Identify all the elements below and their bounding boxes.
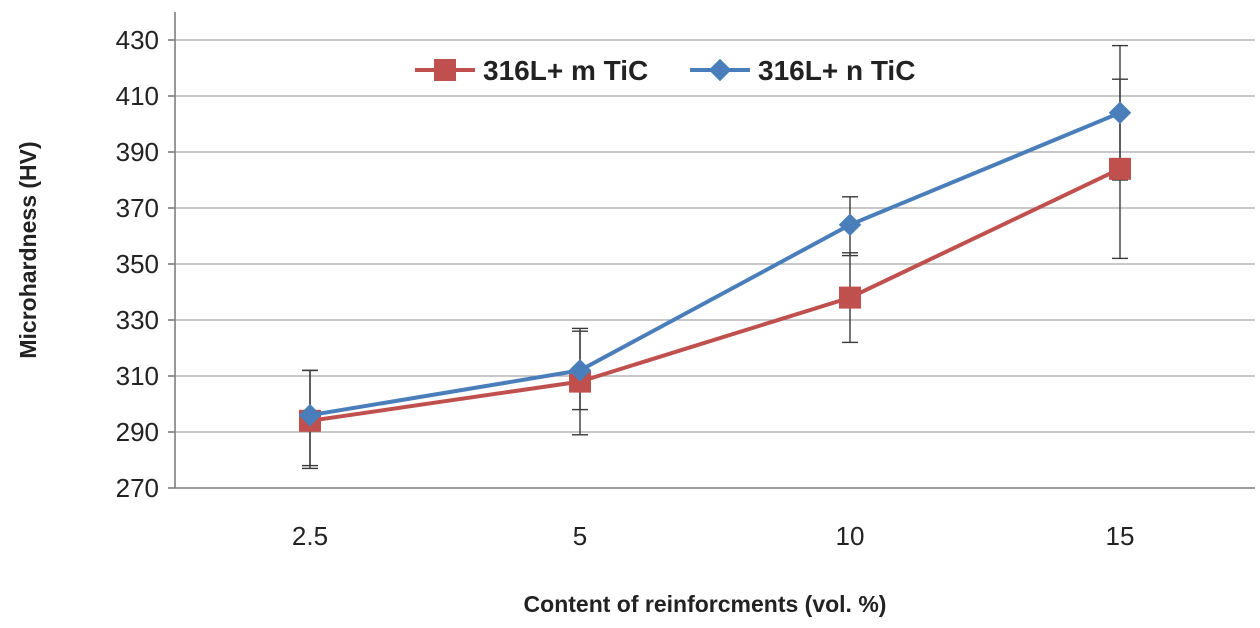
series-2 — [298, 101, 1132, 427]
y-tick-label: 370 — [116, 193, 159, 223]
data-point — [568, 359, 592, 382]
series-1 — [299, 157, 1131, 432]
y-tick-labels: 270 290 310 330 350 370 390 410 430 — [116, 25, 159, 503]
y-tick-label: 350 — [116, 249, 159, 279]
y-tick-label: 390 — [116, 137, 159, 167]
x-tick-label: 5 — [573, 521, 587, 551]
x-tick-label: 2.5 — [292, 521, 328, 551]
legend-label: 316L+ n TiC — [758, 55, 915, 86]
x-tick-label: 15 — [1106, 521, 1135, 551]
legend-marker — [708, 58, 732, 82]
data-point — [838, 213, 862, 237]
data-point — [1109, 157, 1131, 180]
axis-layer — [174, 12, 1255, 489]
legend-item-2: 316L+ n TiC — [690, 55, 915, 86]
y-tick-label: 290 — [116, 417, 159, 447]
y-tick-label: 270 — [116, 473, 159, 503]
legend: 316L+ m TiC 316L+ n TiC — [415, 55, 915, 86]
grid-layer — [168, 39, 1255, 489]
data-point — [839, 286, 861, 309]
legend-marker — [434, 59, 456, 81]
series-line — [309, 110, 1121, 418]
data-point — [1108, 101, 1132, 125]
legend-label: 316L+ m TiC — [483, 55, 648, 86]
series-layer — [298, 101, 1132, 432]
y-tick-label: 330 — [116, 305, 159, 335]
y-tick-label: 410 — [116, 81, 159, 111]
y-axis-title: Microhardness (HV) — [15, 141, 41, 358]
x-tick-labels: 2.5 5 10 15 — [292, 521, 1135, 551]
x-tick-label: 10 — [836, 521, 865, 551]
y-tick-label: 430 — [116, 25, 159, 55]
series-line — [309, 166, 1121, 423]
x-axis-title: Content of reinforcments (vol. %) — [524, 591, 887, 617]
data-point — [298, 403, 322, 427]
legend-item-1: 316L+ m TiC — [415, 55, 648, 86]
y-tick-label: 310 — [116, 361, 159, 391]
